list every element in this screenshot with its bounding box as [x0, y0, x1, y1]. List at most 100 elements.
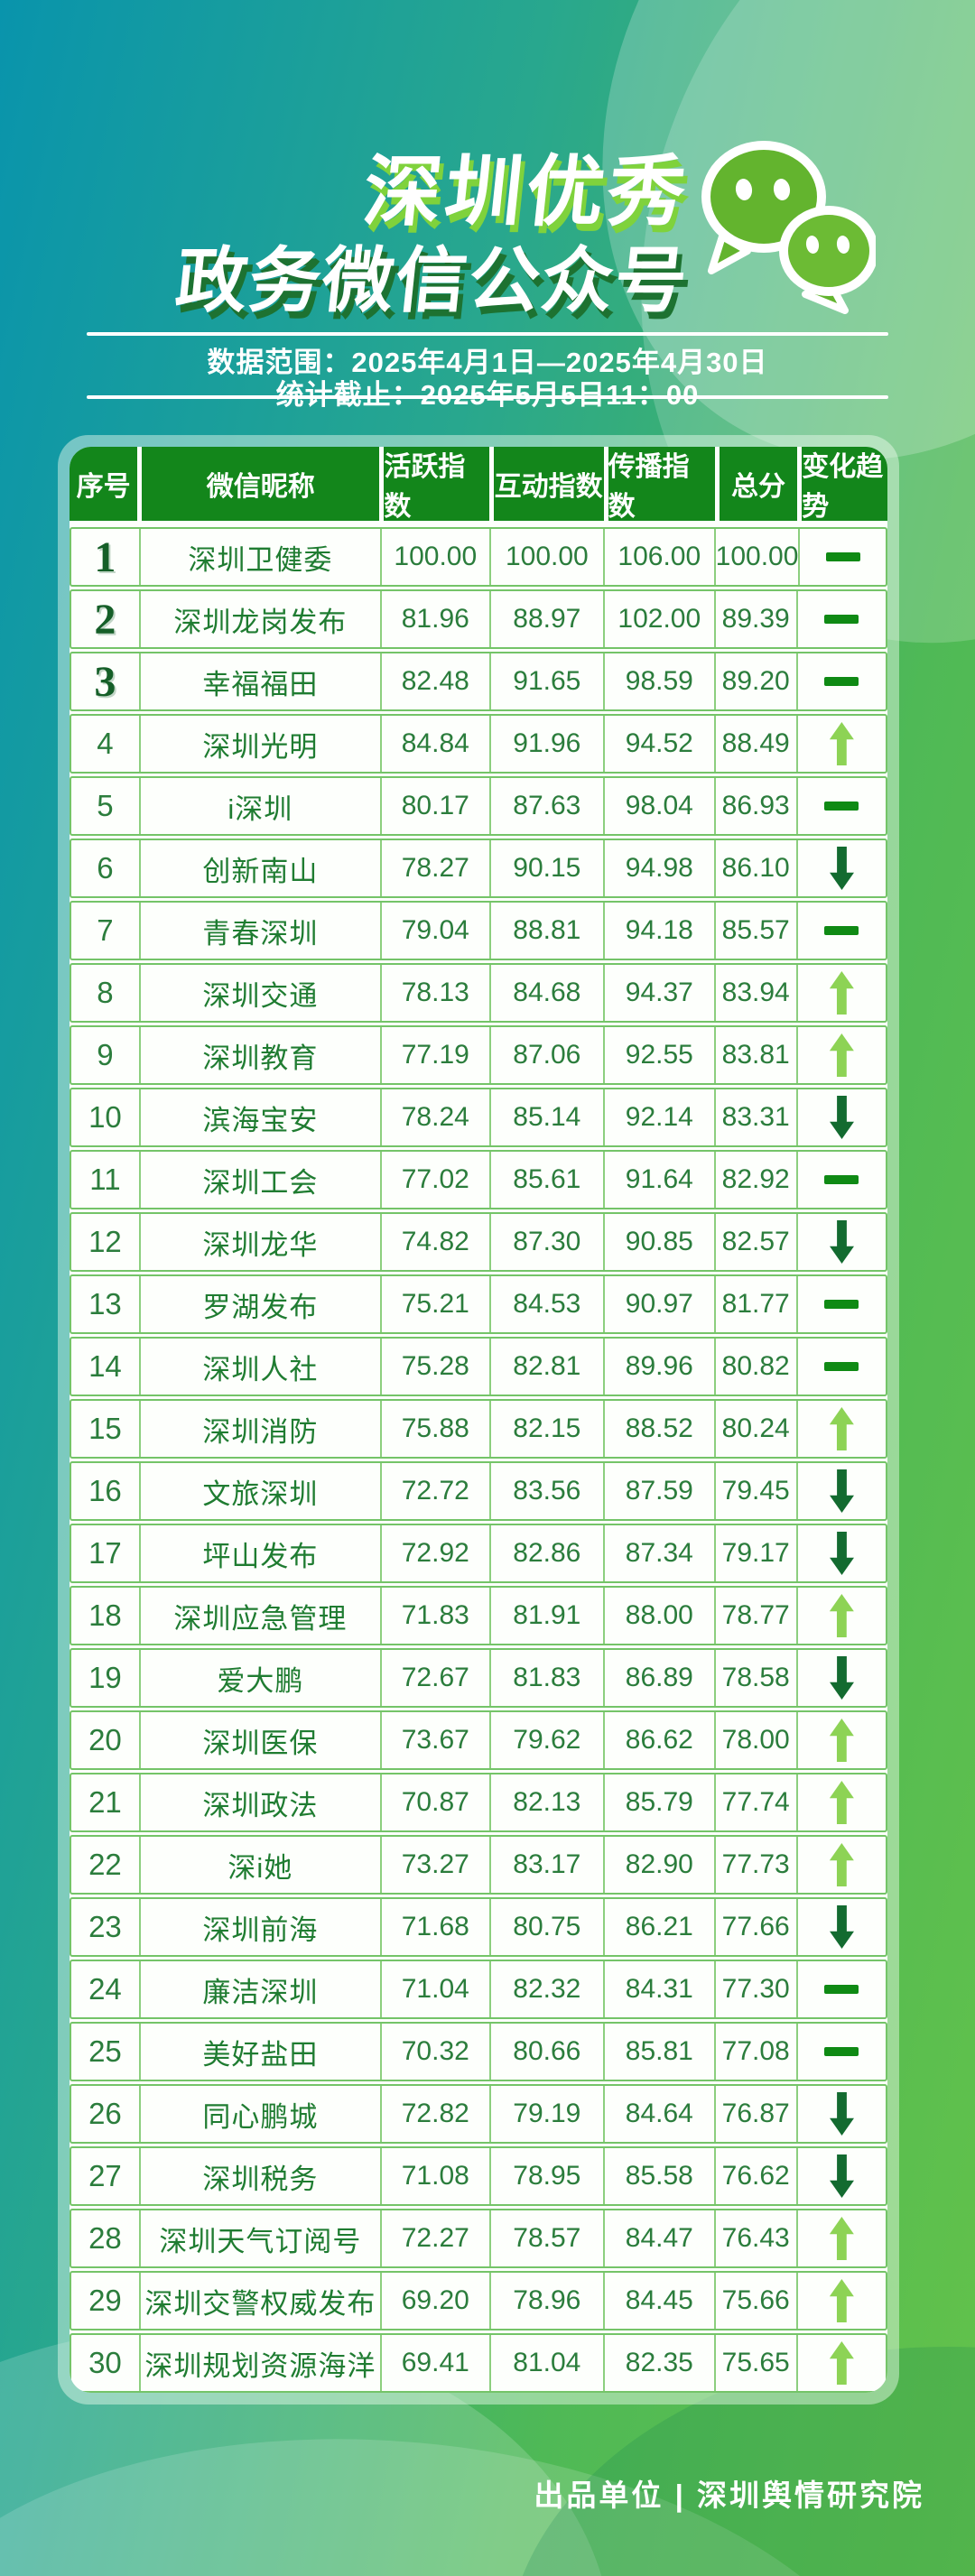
- score-cell: 80.17: [379, 778, 489, 834]
- score-cell: 74.82: [379, 1214, 489, 1270]
- name-cell: 幸福福田: [138, 653, 380, 709]
- score-cell: 76.87: [713, 2086, 796, 2142]
- rank-cell: 30: [88, 2346, 122, 2379]
- score-cell: 85.14: [488, 1089, 603, 1145]
- score-cell: 77.02: [379, 1152, 489, 1208]
- trend-cell: [795, 1401, 886, 1457]
- score-cell: 82.35: [602, 2335, 714, 2391]
- trend-cell: [795, 591, 886, 647]
- table-row-24: 24 廉洁深圳 71.04 82.32 84.31 77.30: [70, 1960, 887, 2019]
- score-cell: 78.58: [713, 1650, 796, 1706]
- table-row-7: 7 青春深圳 79.04 88.81 94.18 85.57: [70, 901, 887, 960]
- score-cell: 71.04: [379, 1961, 489, 2017]
- score-cell: 72.67: [379, 1650, 489, 1706]
- page-title-line2: 政务微信公众号: [172, 240, 692, 320]
- name-cell: 滨海宝安: [138, 1089, 380, 1145]
- table-row-15: 15 深圳消防 75.88 82.15 88.52 80.24: [70, 1399, 887, 1459]
- score-cell: 91.64: [602, 1152, 714, 1208]
- trend-cell: [795, 1214, 886, 1270]
- score-cell: 78.96: [488, 2273, 603, 2329]
- name-cell: 深圳光明: [138, 716, 380, 772]
- rank-cell: 13: [88, 1287, 122, 1320]
- table-row-28: 28 深圳天气订阅号 72.27 78.57 84.47 76.43: [70, 2209, 887, 2268]
- name-cell: 深圳规划资源海洋: [138, 2335, 380, 2391]
- score-cell: 77.74: [713, 1774, 796, 1830]
- trend-cell: [795, 2148, 886, 2204]
- score-cell: 92.55: [602, 1027, 714, 1083]
- score-cell: 79.62: [488, 1712, 603, 1768]
- score-cell: 89.39: [713, 591, 796, 647]
- rank-cell: 28: [88, 2221, 122, 2255]
- ranking-table: 序号 微信昵称 活跃指数 互动指数 传播指数 总分 变化趋势 1 深圳卫健委 100.00 100…: [58, 435, 899, 2405]
- flat-dash-icon: [824, 615, 859, 624]
- up-arrow-icon: [829, 2279, 854, 2322]
- score-cell: 75.28: [379, 1339, 489, 1395]
- score-cell: 80.82: [713, 1339, 796, 1395]
- down-arrow-icon: [830, 1532, 854, 1575]
- score-cell: 88.00: [602, 1588, 714, 1644]
- name-cell: 深圳工会: [138, 1152, 380, 1208]
- score-cell: 82.15: [488, 1401, 603, 1457]
- score-cell: 94.98: [602, 840, 714, 896]
- trend-cell: [795, 1152, 886, 1208]
- column-header-1: 微信昵称: [137, 447, 380, 521]
- trend-cell: [798, 529, 886, 585]
- name-cell: 深圳教育: [138, 1027, 380, 1083]
- trend-cell: [795, 1089, 886, 1145]
- trend-cell: [795, 1650, 886, 1706]
- trend-cell: [795, 1027, 886, 1083]
- table-row-10: 10 滨海宝安 78.24 85.14 92.14 83.31: [70, 1088, 887, 1147]
- trend-cell: [795, 965, 886, 1021]
- up-arrow-icon: [829, 2217, 854, 2260]
- rank-cell: 27: [88, 2159, 122, 2192]
- rank-cell: 4: [97, 727, 114, 760]
- trend-cell: [795, 1899, 886, 1955]
- score-cell: 85.58: [602, 2148, 714, 2204]
- score-cell: 72.27: [379, 2210, 489, 2266]
- score-cell: 71.83: [379, 1588, 489, 1644]
- date-range-text: 数据范围：2025年4月1日—2025年4月30日: [207, 347, 768, 378]
- name-cell: 深圳交警权威发布: [138, 2273, 380, 2329]
- rank-cell: 25: [88, 2034, 122, 2068]
- score-cell: 77.30: [713, 1961, 796, 2017]
- score-cell: 78.00: [713, 1712, 796, 1768]
- divider-top: [87, 332, 888, 336]
- score-cell: 82.92: [713, 1152, 796, 1208]
- score-cell: 84.64: [602, 2086, 714, 2142]
- down-arrow-icon: [830, 1220, 854, 1264]
- table-header-row: 序号 微信昵称 活跃指数 互动指数 传播指数 总分 变化趋势: [70, 447, 887, 522]
- rank-cell: 17: [88, 1536, 122, 1570]
- score-cell: 86.21: [602, 1899, 714, 1955]
- score-cell: 75.66: [713, 2273, 796, 2329]
- up-arrow-icon: [829, 1407, 854, 1450]
- score-cell: 87.63: [488, 778, 603, 834]
- score-cell: 91.65: [488, 653, 603, 709]
- score-cell: 87.59: [602, 1463, 714, 1519]
- trend-cell: [795, 2273, 886, 2329]
- up-arrow-icon: [829, 2341, 854, 2385]
- rank-cell: 8: [97, 976, 114, 1009]
- score-cell: 76.62: [713, 2148, 796, 2204]
- score-cell: 83.81: [713, 1027, 796, 1083]
- down-arrow-icon: [830, 1656, 854, 1700]
- name-cell: 创新南山: [138, 840, 380, 896]
- table-row-21: 21 深圳政法 70.87 82.13 85.79 77.74: [70, 1773, 887, 1832]
- score-cell: 85.57: [713, 903, 796, 959]
- rank-cell: 24: [88, 1972, 122, 2006]
- trend-cell: [795, 1837, 886, 1893]
- column-header-4: 传播指数: [603, 447, 715, 522]
- table-row-22: 22 深i她 73.27 83.17 82.90 77.73: [70, 1835, 887, 1895]
- score-cell: 82.90: [602, 1837, 714, 1893]
- rank-cell: 26: [88, 2097, 122, 2130]
- score-cell: 71.08: [379, 2148, 489, 2204]
- score-cell: 84.31: [602, 1961, 714, 2017]
- score-cell: 77.73: [713, 1837, 796, 1893]
- score-cell: 86.62: [602, 1712, 714, 1768]
- score-cell: 82.48: [379, 653, 489, 709]
- table-row-8: 8 深圳交通 78.13 84.68 94.37 83.94: [70, 963, 887, 1023]
- score-cell: 78.13: [379, 965, 489, 1021]
- flat-dash-icon: [825, 552, 860, 561]
- rank-cell: 22: [88, 1848, 122, 1881]
- score-cell: 84.47: [602, 2210, 714, 2266]
